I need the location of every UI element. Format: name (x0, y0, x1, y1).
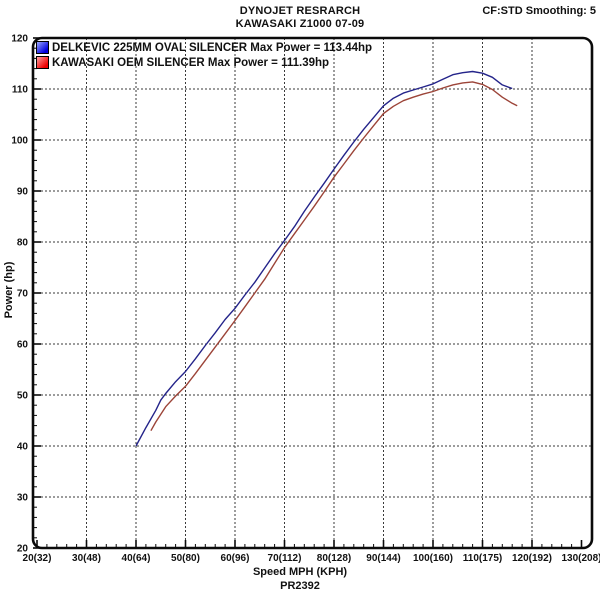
legend-label-oem: KAWASAKI OEM SILENCER Max Power = 111.39… (52, 56, 330, 69)
y-tick-label: 120 (11, 34, 28, 45)
x-tick-label: 30(48) (72, 553, 101, 564)
y-tick-label: 20 (17, 544, 29, 555)
x-tick-label: 110(175) (463, 553, 502, 564)
y-tick-label: 30 (17, 493, 29, 504)
legend-label-delkevic: DELKEVIC 225MM OVAL SILENCER Max Power =… (52, 41, 373, 54)
y-tick-label: 90 (17, 187, 29, 198)
x-tick-label: 50(80) (171, 553, 200, 564)
smoothing-setting: CF:STD Smoothing: 5 (482, 5, 596, 17)
y-tick-label: 40 (17, 442, 29, 453)
legend: DELKEVIC 225MM OVAL SILENCER Max Power =… (36, 40, 372, 70)
x-tick-label: 40(64) (122, 553, 151, 564)
delkevic-power-curve (135, 70, 513, 447)
x-tick-label: 100(160) (413, 553, 453, 564)
x-tick-label: 20(32) (23, 553, 52, 564)
y-tick-label: 60 (17, 340, 29, 351)
x-tick-label: 60(96) (221, 553, 250, 564)
y-tick-label: 110 (12, 85, 29, 96)
y-axis-title: Power (hp) (3, 261, 15, 319)
y-tick-label: 100 (11, 136, 28, 147)
x-tick-label: 130(208) (561, 553, 600, 564)
legend-item-delkevic: DELKEVIC 225MM OVAL SILENCER Max Power =… (36, 40, 372, 55)
x-tick-label: 90(144) (366, 553, 400, 564)
oem-power-curve (150, 81, 518, 432)
legend-item-oem: KAWASAKI OEM SILENCER Max Power = 111.39… (36, 55, 372, 70)
x-tick-label: 120(192) (512, 553, 552, 564)
chart-title: DYNOJET RESRARCH (239, 5, 361, 17)
x-tick-label: 70(112) (268, 553, 302, 564)
oem-series-swatch-icon (36, 56, 49, 69)
y-tick-label: 70 (17, 289, 29, 300)
x-axis-title: Speed MPH (KPH) (252, 566, 348, 578)
x-tick-label: 80(128) (317, 553, 351, 564)
plot-frame (31, 36, 594, 550)
run-id: PR2392 (280, 580, 320, 592)
y-tick-label: 50 (17, 391, 29, 402)
y-tick-label: 80 (17, 238, 29, 249)
delkevic-series-swatch-icon (36, 41, 49, 54)
chart-subtitle: KAWASAKI Z1000 07-09 (235, 18, 365, 30)
